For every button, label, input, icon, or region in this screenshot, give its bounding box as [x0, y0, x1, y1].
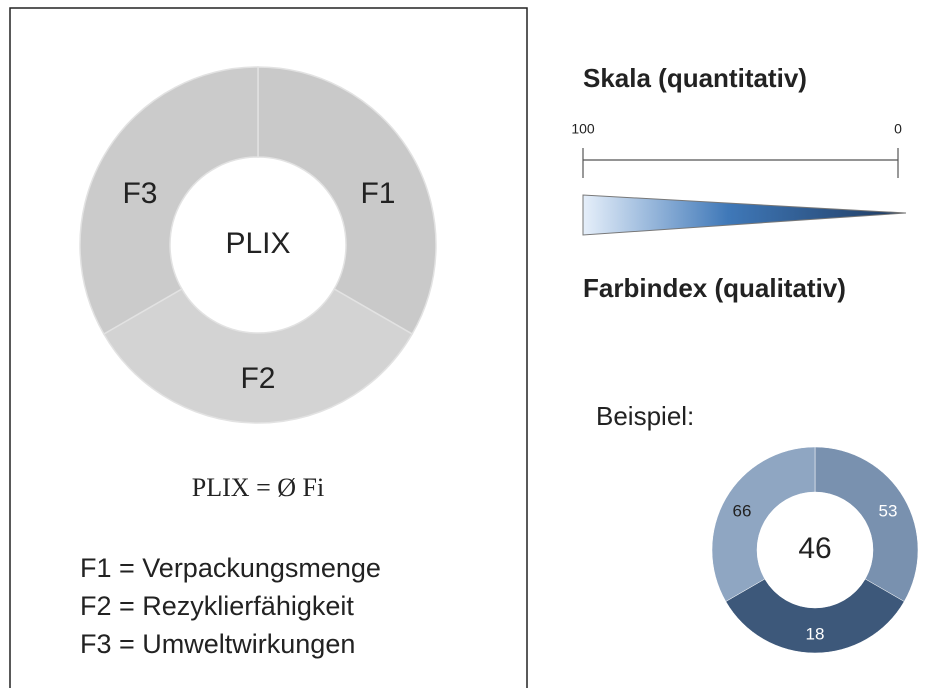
scale-start: 100 — [571, 121, 595, 137]
plix-center: PLIX — [225, 227, 290, 260]
example-segment — [725, 578, 905, 654]
definition: F3 = Umweltwirkungen — [80, 629, 355, 659]
example-label: 18 — [806, 624, 825, 643]
scale-end: 0 — [894, 121, 902, 137]
color-title: Farbindex (qualitativ) — [583, 273, 846, 303]
example-label: 66 — [733, 501, 752, 520]
scale-title: Skala (quantitativ) — [583, 63, 807, 93]
plix-donut: F1 F2 F3 — [79, 66, 437, 424]
donut-segment — [102, 287, 414, 424]
definition: F1 = Verpackungsmenge — [80, 553, 381, 583]
example-donut: 53 18 66 — [711, 446, 919, 654]
donut-segment — [257, 66, 437, 336]
color-wedge — [582, 194, 907, 236]
donut-segment — [79, 66, 259, 336]
example-title: Beispiel: — [596, 401, 694, 431]
example-label: 53 — [879, 501, 898, 520]
example-segment — [814, 446, 919, 602]
segment-label: F3 — [122, 177, 157, 210]
formula: PLIX = Ø Fi — [192, 473, 324, 502]
definition: F2 = Rezyklierfähigkeit — [80, 591, 354, 621]
segment-label: F1 — [360, 177, 395, 210]
example-center: 46 — [798, 532, 831, 565]
segment-label: F2 — [240, 362, 275, 395]
example-segment — [711, 446, 816, 602]
